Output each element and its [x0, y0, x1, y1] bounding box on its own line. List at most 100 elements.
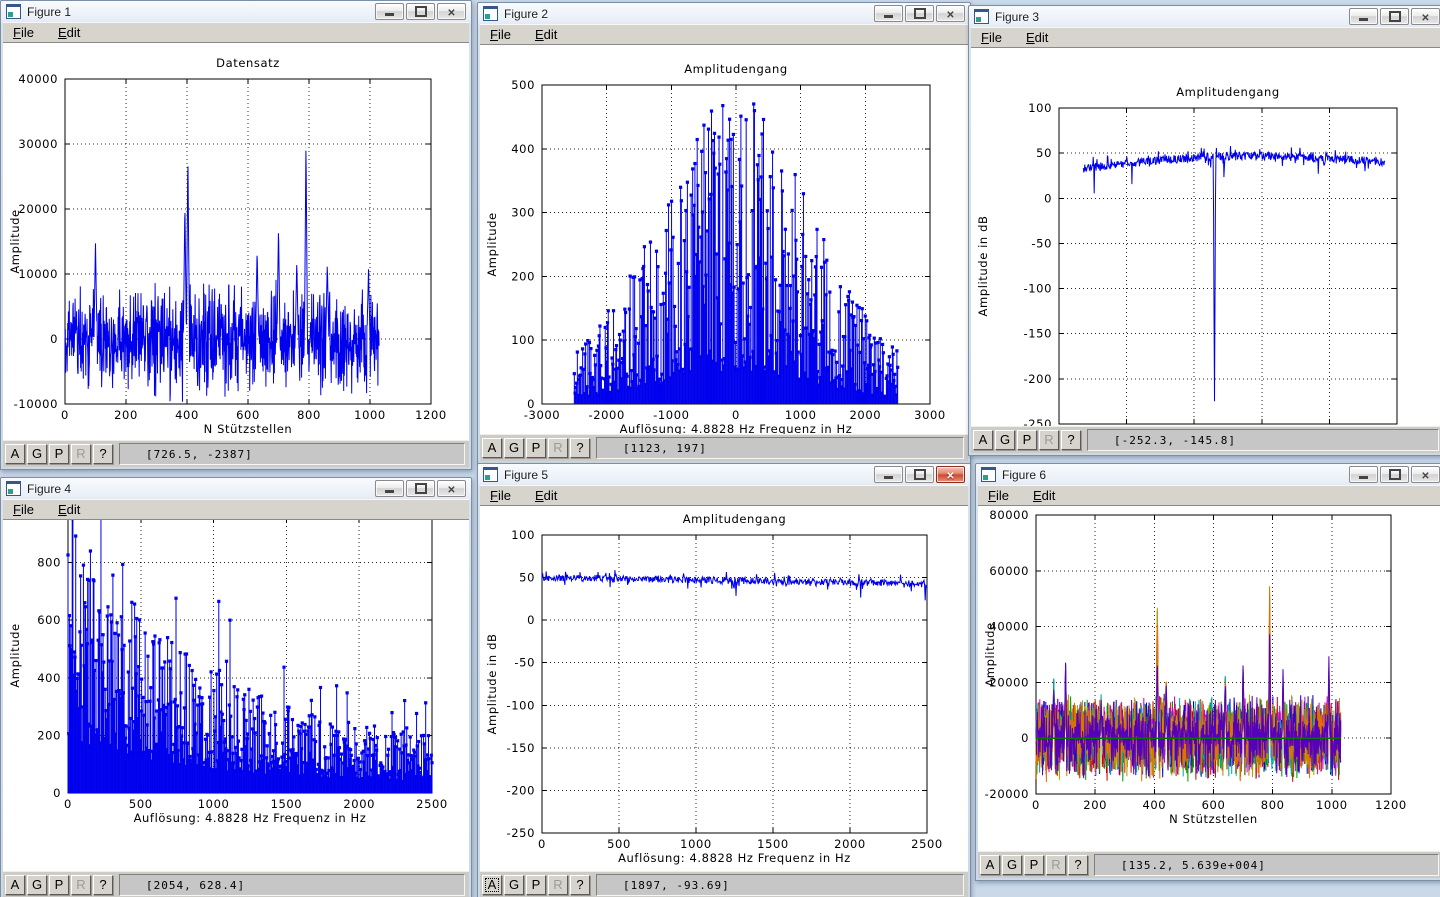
menu-edit[interactable]: Edit [58, 502, 80, 517]
toolbar-button-p[interactable]: P [526, 438, 546, 458]
svg-text:Auflösung: 4.8828 Hz Frequenz: Auflösung: 4.8828 Hz Frequenz in Hz [620, 422, 853, 434]
toolbar-button-a[interactable]: A [482, 438, 502, 458]
menu-file[interactable]: File [988, 488, 1009, 503]
toolbar-button-a[interactable]: A [980, 855, 1000, 875]
figure2-titlebar[interactable]: Figure 2 [480, 3, 968, 24]
svg-text:30000: 30000 [18, 137, 58, 151]
menu-edit[interactable]: Edit [1026, 30, 1048, 45]
menu-edit[interactable]: Edit [58, 25, 80, 40]
coordinate-readout: [-252.3, -145.8] [1087, 429, 1439, 451]
toolbar-button-p[interactable]: P [49, 444, 69, 464]
toolbar-button-g[interactable]: G [27, 444, 47, 464]
coordinate-readout: [2054, 628.4] [119, 874, 465, 896]
window-title: Figure 4 [27, 482, 71, 496]
svg-text:Auflösung: 4.8828 Hz Frequenz: Auflösung: 4.8828 Hz Frequenz in Hz [618, 851, 851, 865]
toolbar-button-p[interactable]: P [1024, 855, 1044, 875]
close-button[interactable] [936, 5, 965, 22]
svg-text:-50: -50 [514, 656, 535, 670]
close-button[interactable] [1411, 8, 1440, 25]
figure5-chart[interactable]: 05001000150020002500-250-200-150-100-500… [480, 506, 968, 871]
plot-area: 020040060080010001200-200000200004000060… [978, 506, 1440, 851]
svg-text:-20000: -20000 [985, 787, 1029, 801]
toolbar-button-help[interactable]: ? [93, 444, 113, 464]
plot-area: 050010001500200025000200400600800Auflösu… [3, 520, 469, 871]
figure3-chart[interactable]: -250-200-150-100-50050100AmplitudengangA… [971, 48, 1440, 426]
maximize-button[interactable] [406, 480, 435, 497]
toolbar-button-help[interactable]: ? [93, 875, 113, 895]
maximize-button[interactable] [1380, 8, 1409, 25]
toolbar-button-g[interactable]: G [995, 430, 1015, 450]
menu-file[interactable]: File [13, 25, 34, 40]
menu-edit[interactable]: Edit [1033, 488, 1055, 503]
toolbar-button-a[interactable]: A [5, 875, 25, 895]
figure4-chart[interactable]: 050010001500200025000200400600800Auflösu… [3, 520, 469, 871]
close-button[interactable] [437, 3, 466, 20]
figure5-titlebar[interactable]: Figure 5 [480, 464, 968, 485]
svg-text:100: 100 [1028, 101, 1052, 115]
close-button[interactable] [1411, 466, 1440, 483]
toolbar-button-g[interactable]: G [504, 438, 524, 458]
svg-text:Amplitude: Amplitude [983, 622, 997, 686]
toolbar-button-help[interactable]: ? [1061, 430, 1081, 450]
figure6-titlebar[interactable]: Figure 6 [978, 464, 1440, 485]
plot-area: -250-200-150-100-50050100AmplitudengangA… [971, 48, 1440, 426]
svg-text:1500: 1500 [757, 837, 789, 851]
menu-file[interactable]: File [13, 502, 34, 517]
minimize-button[interactable] [874, 466, 903, 483]
toolbar-button-p[interactable]: P [526, 875, 546, 895]
toolbar-button-help[interactable]: ? [1068, 855, 1088, 875]
menu-edit[interactable]: Edit [535, 488, 557, 503]
plot-toolbar: A G P R ? [-252.3, -145.8] [971, 426, 1440, 453]
minimize-icon [385, 13, 394, 16]
svg-text:Amplitudengang: Amplitudengang [683, 512, 787, 526]
maximize-button[interactable] [1380, 466, 1409, 483]
minimize-button[interactable] [1349, 466, 1378, 483]
toolbar-button-g[interactable]: G [504, 875, 524, 895]
maximize-icon [1389, 11, 1401, 22]
close-button[interactable] [437, 480, 466, 497]
menu-bar: File Edit [480, 485, 968, 506]
svg-text:0: 0 [1021, 731, 1029, 745]
figure6-chart[interactable]: 020040060080010001200-200000200004000060… [978, 506, 1440, 851]
menu-edit[interactable]: Edit [535, 27, 557, 42]
toolbar-button-a[interactable]: A [5, 444, 25, 464]
svg-text:200: 200 [511, 269, 535, 283]
close-button[interactable] [936, 466, 965, 483]
window-title: Figure 1 [27, 5, 71, 19]
svg-text:600: 600 [1202, 798, 1226, 812]
svg-text:1000: 1000 [198, 797, 230, 811]
toolbar-button-help[interactable]: ? [570, 875, 590, 895]
toolbar-button-p[interactable]: P [1017, 430, 1037, 450]
maximize-button[interactable] [905, 5, 934, 22]
toolbar-button-a[interactable]: A [973, 430, 993, 450]
svg-text:Amplitude: Amplitude [485, 212, 499, 276]
svg-text:2000: 2000 [834, 837, 866, 851]
svg-text:10000: 10000 [18, 267, 58, 281]
toolbar-button-p[interactable]: P [49, 875, 69, 895]
toolbar-button-g[interactable]: G [27, 875, 47, 895]
minimize-button[interactable] [1349, 8, 1378, 25]
figure1-titlebar[interactable]: Figure 1 [3, 1, 469, 22]
figure-window-icon [974, 9, 989, 24]
figure1-chart[interactable]: 020040060080010001200-100000100002000030… [3, 43, 469, 440]
toolbar-button-a[interactable]: A [482, 875, 502, 895]
menu-file[interactable]: File [490, 488, 511, 503]
coordinate-readout: [1897, -93.69] [596, 874, 964, 896]
minimize-button[interactable] [874, 5, 903, 22]
minimize-button[interactable] [375, 480, 404, 497]
minimize-button[interactable] [375, 3, 404, 20]
maximize-button[interactable] [905, 466, 934, 483]
maximize-button[interactable] [406, 3, 435, 20]
toolbar-button-help[interactable]: ? [570, 438, 590, 458]
toolbar-button-g[interactable]: G [1002, 855, 1022, 875]
toolbar-button-r: R [71, 875, 91, 895]
figure-window-icon [981, 467, 996, 482]
figure4-titlebar[interactable]: Figure 4 [3, 478, 469, 499]
menu-file[interactable]: File [981, 30, 1002, 45]
figure3-titlebar[interactable]: Figure 3 [971, 6, 1440, 27]
menu-file[interactable]: File [490, 27, 511, 42]
window-title: Figure 6 [1002, 468, 1046, 482]
maximize-icon [1389, 469, 1401, 480]
svg-text:1200: 1200 [415, 408, 447, 422]
figure2-chart[interactable]: -3000-2000-10000100020003000010020030040… [480, 45, 968, 434]
